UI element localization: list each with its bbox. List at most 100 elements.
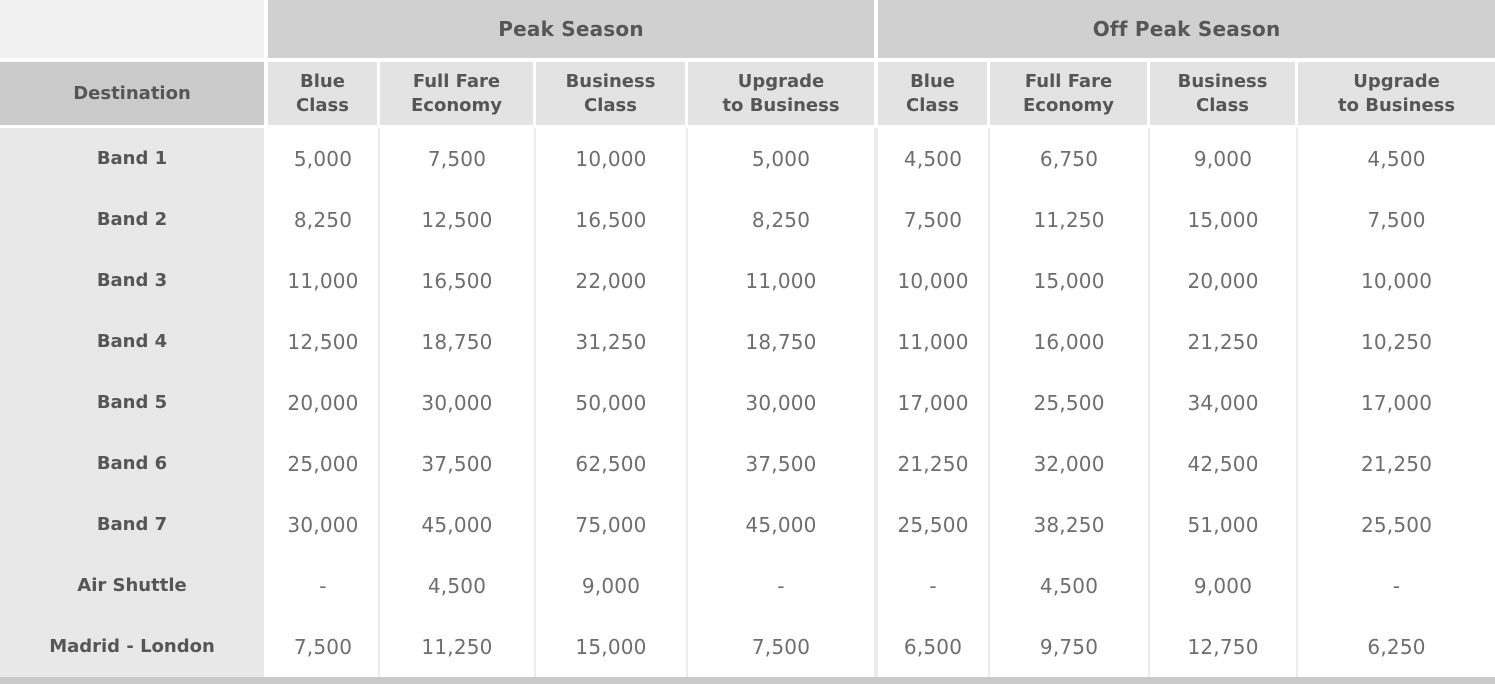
table-row: Band 5 20,000 30,000 50,000 30,000 17,000 25,5… <box>0 372 1495 433</box>
row-label: Band 2 <box>0 189 268 250</box>
fare-value-cell: 21,250 <box>1150 311 1299 372</box>
row-label: Madrid - London <box>0 616 268 677</box>
fare-value-cell: 37,500 <box>688 433 879 494</box>
fare-value-cell: 17,000 <box>1298 372 1495 433</box>
fare-value-cell: 32,000 <box>990 433 1151 494</box>
column-header-peak-full-fare-economy: Full Fare Economy <box>380 62 536 128</box>
fare-value-cell: 11,250 <box>990 189 1151 250</box>
fare-value-cell: 21,250 <box>878 433 991 494</box>
fare-value-cell: 10,250 <box>1298 311 1495 372</box>
table-row: Band 7 30,000 45,000 75,000 45,000 25,500 38,2… <box>0 494 1495 555</box>
fare-value-cell: 30,000 <box>688 372 879 433</box>
fare-value-cell: 4,500 <box>1298 128 1495 189</box>
fare-value-cell: 12,500 <box>268 311 380 372</box>
row-label: Band 3 <box>0 250 268 311</box>
fare-value-cell: 6,500 <box>878 616 991 677</box>
fare-value-cell: 9,000 <box>1150 555 1299 616</box>
fare-value-cell: 15,000 <box>536 616 688 677</box>
column-header-offpeak-blue-class: Blue Class <box>878 62 991 128</box>
fare-value-cell: 12,500 <box>380 189 536 250</box>
fare-value-cell: 30,000 <box>380 372 536 433</box>
fare-value-cell: 9,000 <box>536 555 688 616</box>
fare-value-cell: 9,750 <box>990 616 1151 677</box>
fare-value-cell: 6,750 <box>990 128 1151 189</box>
fare-value-cell: 5,000 <box>688 128 879 189</box>
column-header-peak-upgrade-to-business: Upgrade to Business <box>688 62 879 128</box>
table-row: Band 3 11,000 16,500 22,000 11,000 10,000 15,0… <box>0 250 1495 311</box>
fare-value-cell: 4,500 <box>990 555 1151 616</box>
table-row: Air Shuttle -4,500 9,000- -4,500 9,000- <box>0 555 1495 616</box>
column-header-offpeak-upgrade-to-business: Upgrade to Business <box>1298 62 1495 128</box>
fare-value-cell: - <box>268 555 380 616</box>
fare-value-cell: 16,000 <box>990 311 1151 372</box>
fare-value-cell: 25,500 <box>1298 494 1495 555</box>
fare-value-cell: 4,500 <box>878 128 991 189</box>
fare-value-cell: 6,250 <box>1298 616 1495 677</box>
column-header-peak-business-class: Business Class <box>536 62 688 128</box>
column-header-offpeak-full-fare-economy: Full Fare Economy <box>990 62 1151 128</box>
table-bottom-border <box>0 677 1495 684</box>
fare-value-cell: 34,000 <box>1150 372 1299 433</box>
fare-value-cell: 37,500 <box>380 433 536 494</box>
fare-value-cell: 50,000 <box>536 372 688 433</box>
fare-value-cell: 22,000 <box>536 250 688 311</box>
corner-cell <box>0 0 268 62</box>
fare-value-cell: 42,500 <box>1150 433 1299 494</box>
fare-value-cell: 20,000 <box>1150 250 1299 311</box>
fare-value-cell: 18,750 <box>380 311 536 372</box>
fare-value-cell: 17,000 <box>878 372 991 433</box>
column-header-row: Destination Blue Class Full Fare Economy… <box>0 62 1495 128</box>
row-label: Band 6 <box>0 433 268 494</box>
fare-value-cell: 9,000 <box>1150 128 1299 189</box>
fare-value-cell: 62,500 <box>536 433 688 494</box>
fare-table-body: Band 1 5,000 7,500 10,000 5,000 4,500 6,750 9,0… <box>0 128 1495 677</box>
fare-value-cell: 16,500 <box>536 189 688 250</box>
fare-value-cell: 18,750 <box>688 311 879 372</box>
fare-value-cell: 15,000 <box>1150 189 1299 250</box>
fare-value-cell: 8,250 <box>268 189 380 250</box>
fare-value-cell: 7,500 <box>878 189 991 250</box>
row-label: Band 1 <box>0 128 268 189</box>
table-row: Band 6 25,000 37,500 62,500 37,500 21,250 32,0… <box>0 433 1495 494</box>
fare-value-cell: 25,500 <box>878 494 991 555</box>
fare-value-cell: 21,250 <box>1298 433 1495 494</box>
fare-value-cell: 31,250 <box>536 311 688 372</box>
fare-value-cell: - <box>688 555 879 616</box>
fare-value-cell: 38,250 <box>990 494 1151 555</box>
fare-value-cell: - <box>1298 555 1495 616</box>
season-header-row: Peak Season Off Peak Season <box>0 0 1495 62</box>
fare-value-cell: 10,000 <box>1298 250 1495 311</box>
fare-value-cell: 11,250 <box>380 616 536 677</box>
fare-value-cell: 16,500 <box>380 250 536 311</box>
fare-value-cell: 75,000 <box>536 494 688 555</box>
fare-value-cell: 7,500 <box>688 616 879 677</box>
fare-value-cell: 25,500 <box>990 372 1151 433</box>
row-label: Band 7 <box>0 494 268 555</box>
fare-value-cell: 11,000 <box>268 250 380 311</box>
fare-value-cell: 7,500 <box>268 616 380 677</box>
fare-value-cell: 51,000 <box>1150 494 1299 555</box>
column-header-peak-blue-class: Blue Class <box>268 62 380 128</box>
fare-value-cell: 7,500 <box>380 128 536 189</box>
fare-value-cell: 4,500 <box>380 555 536 616</box>
row-label: Band 5 <box>0 372 268 433</box>
table-row: Band 2 8,250 12,500 16,500 8,250 7,500 11,250 1… <box>0 189 1495 250</box>
table-row: Madrid - London 7,500 11,250 15,000 7,500 6,5… <box>0 616 1495 677</box>
fare-value-cell: 15,000 <box>990 250 1151 311</box>
fare-value-cell: 11,000 <box>878 311 991 372</box>
row-label: Band 4 <box>0 311 268 372</box>
fare-value-cell: 45,000 <box>380 494 536 555</box>
table-row: Band 1 5,000 7,500 10,000 5,000 4,500 6,750 9,0… <box>0 128 1495 189</box>
fare-value-cell: 7,500 <box>1298 189 1495 250</box>
row-label: Air Shuttle <box>0 555 268 616</box>
destination-header: Destination <box>0 62 268 128</box>
fare-value-cell: 5,000 <box>268 128 380 189</box>
fare-value-cell: 20,000 <box>268 372 380 433</box>
fare-value-cell: 45,000 <box>688 494 879 555</box>
peak-season-header: Peak Season <box>268 0 879 62</box>
fare-value-cell: 30,000 <box>268 494 380 555</box>
fare-value-cell: 11,000 <box>688 250 879 311</box>
fare-value-cell: 12,750 <box>1150 616 1299 677</box>
